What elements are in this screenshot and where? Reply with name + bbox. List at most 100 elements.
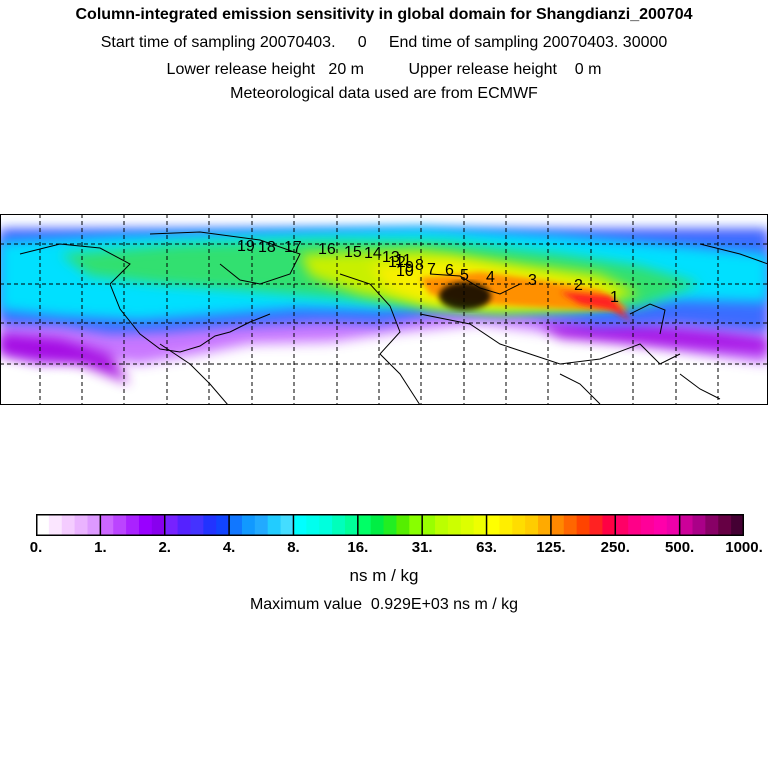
colorbar-swatch	[589, 514, 603, 536]
colorbar-swatch	[576, 514, 591, 536]
colorbar-swatch	[357, 514, 372, 536]
colorbar-swatch	[61, 514, 76, 536]
colorbar-tick-label: 0.	[29, 539, 43, 556]
colorbar-swatch	[396, 514, 410, 536]
trajectory-label-2: 2	[574, 277, 583, 294]
colorbar-swatch	[280, 514, 294, 536]
trajectory-label-14: 14	[364, 245, 382, 262]
colorbar-swatch	[370, 514, 385, 536]
colorbar-swatch	[563, 514, 578, 536]
colorbar-swatch	[267, 514, 282, 536]
colorbar-swatch	[113, 514, 127, 536]
trajectory-label-16: 16	[318, 241, 336, 258]
colorbar-swatch	[241, 514, 256, 536]
trajectory-label-18: 18	[258, 239, 276, 256]
colorbar-swatch	[447, 514, 462, 536]
plot-title: Column-integrated emission sensitivity i…	[75, 6, 693, 23]
trajectory-label-10: 10	[396, 263, 414, 280]
trajectory-label-19: 19	[237, 238, 255, 255]
trajectory-label-3: 3	[528, 272, 537, 289]
colorbar-swatch	[615, 514, 629, 536]
colorbar-swatch	[512, 514, 526, 536]
sampling-time-line: Start time of sampling 20070403. 0 End t…	[100, 34, 668, 51]
colorbar-swatch	[538, 514, 552, 536]
colorbar-swatch	[138, 514, 153, 536]
colorbar-swatch	[460, 514, 475, 536]
meteorological-data-line: Meteorological data used are from ECMWF	[230, 85, 538, 102]
colorbar-swatch	[383, 514, 397, 536]
colorbar-swatch	[525, 514, 539, 536]
colorbar-swatch	[641, 514, 655, 536]
colorbar-tick-label: 4.	[222, 539, 236, 556]
colorbar-swatch	[229, 514, 243, 536]
trajectory-label-9: 9	[405, 259, 414, 276]
trajectory-label-6: 6	[445, 262, 454, 279]
colorbar-swatch	[653, 514, 668, 536]
colorbar-swatch	[254, 514, 269, 536]
colorbar-tick-label: 31.	[411, 539, 433, 556]
colorbar-swatch	[422, 514, 436, 536]
colorbar-swatch	[679, 514, 694, 536]
colorbar-swatch	[48, 514, 63, 536]
trajectory-label-4: 4	[486, 269, 495, 286]
colorbar-swatch	[718, 514, 732, 536]
colorbar-swatch	[666, 514, 681, 536]
colorbar-swatch	[36, 514, 50, 536]
colorbar-swatch	[293, 514, 307, 536]
colorbar-swatch	[216, 514, 230, 536]
coastlines	[19, 231, 768, 405]
trajectory-label-15: 15	[344, 244, 362, 261]
colorbar-swatch	[203, 514, 217, 536]
lat-lon-grid	[0, 214, 768, 405]
colorbar-swatch	[731, 514, 744, 536]
colorbar-frame	[36, 514, 744, 536]
trajectory-label-7: 7	[427, 261, 436, 278]
emission-sensitivity-map: 1 2 3 4 5 6 7 8 9 10 11 12 13 14 15 16 1…	[0, 214, 768, 405]
colorbar-swatch	[499, 514, 513, 536]
colorbar-swatch	[87, 514, 101, 536]
colorbar-tick-label: 16.	[347, 539, 369, 556]
colorbar-swatch	[190, 514, 204, 536]
colorbar-swatch	[332, 514, 346, 536]
colorbar-tick-label: 2.	[158, 539, 171, 556]
colorbar-swatch	[602, 514, 616, 536]
colorbar-tick-label: 1000.	[725, 539, 763, 556]
colorbar-swatch	[100, 514, 114, 536]
colorbar-swatch	[473, 514, 488, 536]
colorbar-swatch	[319, 514, 333, 536]
trajectory-label-1: 1	[610, 289, 619, 306]
colorbar-swatch	[705, 514, 719, 536]
colorbar-tick-label: 8.	[287, 539, 300, 556]
trajectory-label-5: 5	[460, 267, 469, 284]
trajectory-label-17: 17	[284, 239, 302, 256]
colorbar-dividers	[99, 514, 681, 536]
colorbar-swatch	[550, 514, 565, 536]
colorbar-swatch	[486, 514, 500, 536]
colorbar-swatch	[177, 514, 191, 536]
colorbar-swatch	[164, 514, 179, 536]
maximum-value-text: Maximum value 0.929E+03 ns m / kg	[249, 596, 519, 613]
trajectory-label-12: 12	[388, 254, 406, 271]
colorbar-units: ns m / kg	[349, 566, 419, 585]
release-height-line: Lower release height 20 m Upper release …	[166, 61, 602, 78]
trajectory-labels: 1 2 3 4 5 6 7 8 9 10 11 12 13 14 15 16 1…	[237, 238, 619, 306]
colorbar-swatch	[151, 514, 166, 536]
colorbar-swatch	[126, 514, 140, 536]
colorbar	[36, 514, 744, 536]
colorbar-swatch	[306, 514, 320, 536]
colorbar-swatches	[36, 514, 744, 536]
colorbar-tick-label: 63.	[476, 539, 497, 556]
trajectory-label-13: 13	[382, 249, 400, 266]
colorbar-swatch	[692, 514, 706, 536]
colorbar-tick-label: 500.	[665, 539, 695, 556]
colorbar-swatch	[409, 514, 423, 536]
colorbar-swatch	[74, 514, 88, 536]
colorbar-swatch	[344, 514, 359, 536]
colorbar-tick-label: 250.	[600, 539, 630, 556]
colorbar-tick-label: 125.	[536, 539, 566, 556]
trajectory-label-8: 8	[415, 257, 424, 274]
colorbar-tick-label: 1.	[94, 539, 107, 556]
trajectory-label-11: 11	[395, 252, 412, 269]
colorbar-swatch	[628, 514, 642, 536]
colorbar-swatch	[435, 514, 449, 536]
